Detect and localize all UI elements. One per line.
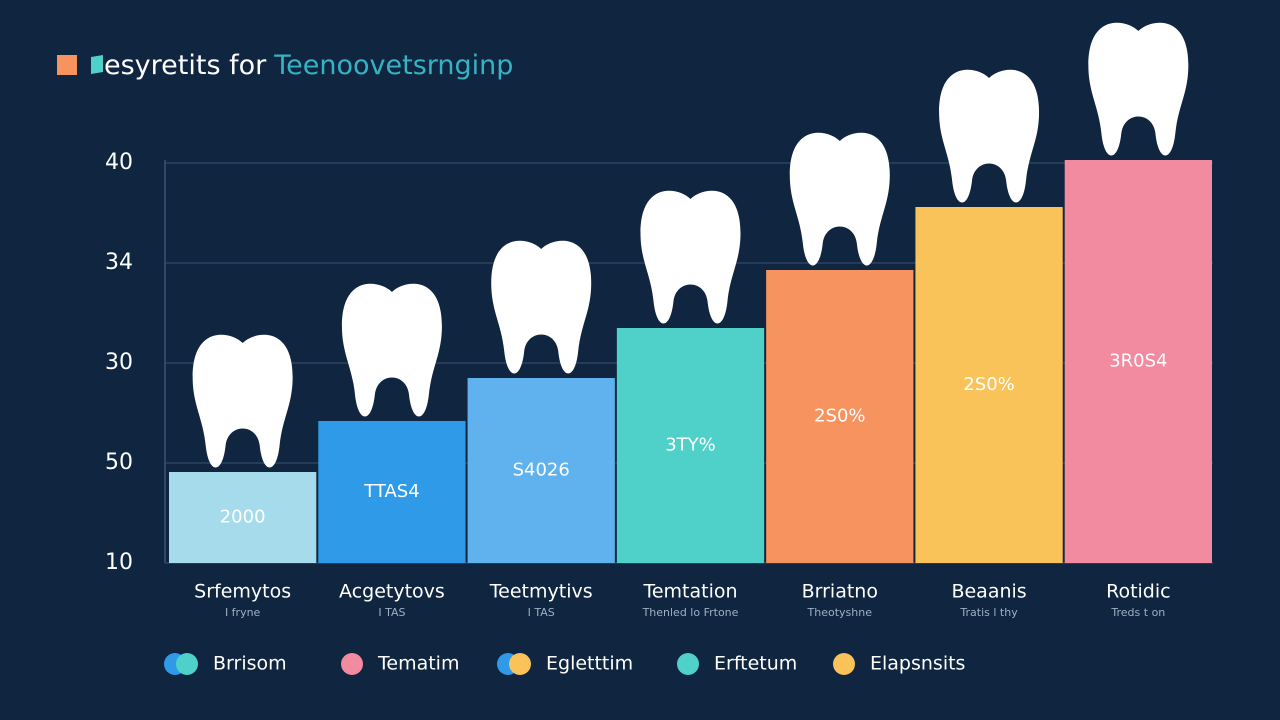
title-text: esyretits for [104, 50, 267, 81]
bar [915, 207, 1063, 563]
bar [467, 378, 615, 563]
legend-label: Erftetum [714, 653, 797, 675]
x-tick-sublabel: I TAS [378, 606, 405, 619]
bar [1064, 160, 1212, 563]
y-tick-label: 10 [105, 550, 133, 575]
x-tick-sublabel: Thenled lo Frtone [642, 606, 739, 619]
title-icon [91, 55, 103, 74]
y-tick-label: 30 [105, 350, 133, 375]
bar-annotation: 3R0S4 [1109, 351, 1167, 372]
legend-swatch [176, 653, 198, 675]
x-tick-label: Beaanis [951, 581, 1026, 603]
x-tick-label: Brriatno [802, 581, 878, 603]
x-tick-label: Rotidic [1106, 581, 1171, 603]
legend-swatch [341, 653, 363, 675]
x-tick-sublabel: Tratis l thy [959, 606, 1018, 619]
x-tick-sublabel: I fryne [225, 606, 261, 619]
legend-swatch [833, 653, 855, 675]
tooth-icon [939, 69, 1040, 203]
bar [616, 328, 765, 563]
x-tick-sublabel: Theotyshne [807, 606, 873, 619]
y-tick-label: 34 [105, 250, 133, 275]
chart-title: esyretits for Teenoovetsrnginp [104, 50, 513, 81]
x-tick-label: Teetmytivs [489, 581, 593, 603]
legend-swatch [677, 653, 699, 675]
x-tick-label: Srfemytos [194, 581, 291, 603]
title-icon [57, 55, 77, 75]
x-tick-sublabel: I TAS [528, 606, 555, 619]
y-tick-label: 40 [105, 150, 133, 175]
legend-label: Tematim [377, 653, 459, 675]
tooth-icon [789, 132, 890, 266]
bar [318, 421, 466, 563]
tooth-icon [341, 283, 442, 417]
bar-annotation: S4026 [513, 460, 570, 481]
legend-label: Brrisom [213, 653, 287, 675]
bar [766, 270, 914, 563]
bar [169, 472, 317, 563]
tooth-icon [192, 334, 293, 468]
x-tick-sublabel: Treds t on [1110, 606, 1165, 619]
bar-annotation: 2000 [220, 507, 266, 528]
tooth-icon [640, 190, 741, 324]
x-tick-label: Temtation [642, 581, 737, 603]
bar-annotation: 3TY% [665, 435, 716, 456]
tooth-icon [1088, 22, 1189, 156]
title-accent: Teenoovetsrnginp [273, 50, 513, 81]
legend-label: Egletttim [546, 653, 633, 675]
y-tick-label: 50 [105, 450, 133, 475]
bar-annotation: 2S0% [814, 406, 865, 427]
bar-annotation: TTAS4 [363, 481, 419, 502]
bar-annotation: 2S0% [963, 374, 1014, 395]
legend-label: Elapsnsits [870, 653, 965, 675]
legend-swatch [509, 653, 531, 675]
x-tick-label: Acgetytovs [339, 581, 445, 603]
tooth-icon [491, 240, 592, 374]
